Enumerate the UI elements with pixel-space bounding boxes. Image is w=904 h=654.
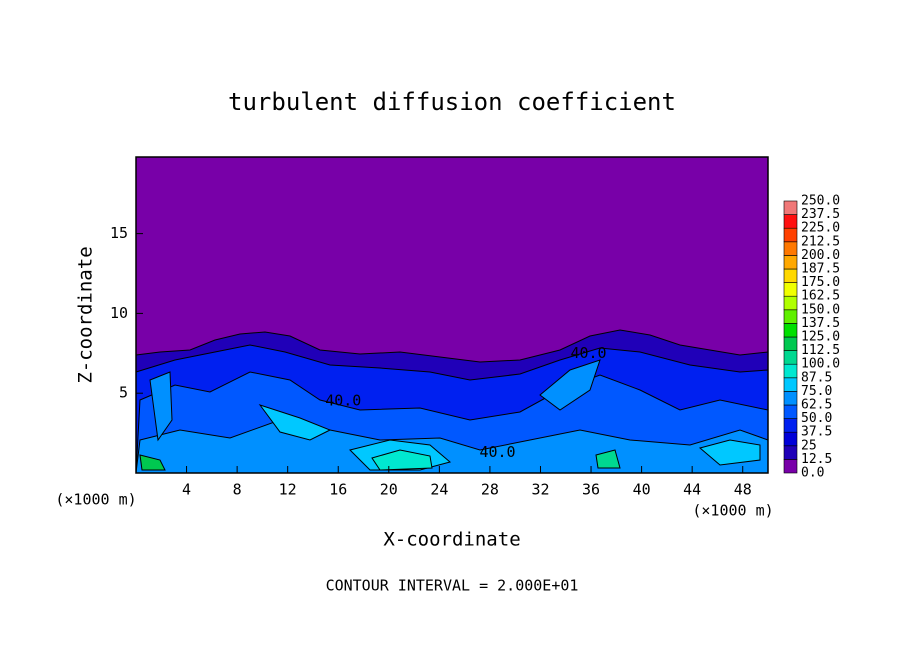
contour-label: 40.0	[325, 392, 361, 410]
colorbar-box	[783, 214, 798, 229]
colorbar-box	[783, 418, 798, 433]
x-tick-label: 36	[582, 481, 600, 499]
colorbar-label: 200.0	[801, 248, 840, 263]
field-region	[595, 449, 621, 469]
y-tick-label: 5	[119, 384, 128, 402]
colorbar-label: 150.0	[801, 302, 840, 317]
colorbar-label: 225.0	[801, 221, 840, 236]
colorbar-label: 112.5	[801, 343, 840, 358]
colorbar-box	[783, 295, 798, 311]
colorbar-box	[783, 227, 798, 243]
field-region	[371, 449, 433, 471]
colorbar-box	[783, 200, 798, 215]
x-unit-label: (×1000 m)	[692, 502, 773, 520]
x-tick-label: 12	[279, 481, 297, 499]
x-tick-label: 8	[233, 481, 242, 499]
colorbar-box	[783, 459, 798, 474]
colorbar-box	[783, 282, 798, 297]
colorbar-label: 75.0	[801, 384, 832, 399]
x-tick-label: 24	[430, 481, 448, 499]
colorbar-label: 87.5	[801, 370, 832, 385]
colorbar-label: 237.5	[801, 207, 840, 222]
colorbar-box	[783, 268, 798, 283]
colorbar-label: 125.0	[801, 330, 840, 345]
colorbar-box	[783, 404, 798, 419]
colorbar-box	[783, 431, 798, 447]
colorbar-label: 212.5	[801, 234, 840, 249]
colorbar-box	[783, 363, 798, 379]
contour-label: 40.0	[479, 443, 515, 461]
field-region	[149, 371, 173, 442]
colorbar-box	[783, 255, 798, 270]
field-region	[539, 359, 601, 411]
x-tick-label: 44	[683, 481, 701, 499]
colorbar-label: 50.0	[801, 411, 832, 426]
colorbar-box	[783, 323, 798, 338]
colorbar-label: 187.5	[801, 262, 840, 277]
colorbar-box	[783, 377, 798, 392]
x-tick-label: 48	[734, 481, 752, 499]
footer-note: CONTOUR INTERVAL = 2.000E+01	[326, 577, 579, 595]
colorbar-box	[783, 309, 798, 324]
field-region	[698, 439, 761, 466]
x-tick-label: 16	[329, 481, 347, 499]
colorbar-box	[783, 336, 798, 351]
x-tick-label: 40	[633, 481, 651, 499]
colorbar-label: 12.5	[801, 452, 832, 467]
x-tick-label: 28	[481, 481, 499, 499]
plot-frame	[135, 156, 769, 474]
colorbar-label: 62.5	[801, 398, 832, 413]
colorbar-box	[783, 445, 798, 460]
contour-label: 40.0	[570, 344, 606, 362]
colorbar-label: 137.5	[801, 316, 840, 331]
field-region	[139, 454, 166, 471]
x-tick-label: 20	[380, 481, 398, 499]
colorbar-label: 162.5	[801, 289, 840, 304]
field-region	[258, 404, 332, 441]
chart-title: turbulent diffusion coefficient	[228, 88, 676, 116]
colorbar-label: 175.0	[801, 275, 840, 290]
colorbar-box	[783, 350, 798, 365]
y-tick-label: 10	[110, 304, 128, 322]
colorbar-label: 100.0	[801, 357, 840, 372]
x-tick-label: 4	[182, 481, 191, 499]
y-axis-label: Z-coordinate	[75, 246, 97, 383]
colorbar-label: 0.0	[801, 466, 824, 481]
colorbar-label: 250.0	[801, 194, 840, 209]
colorbar-label: 37.5	[801, 425, 832, 440]
colorbar-box	[783, 391, 798, 406]
colorbar-box	[783, 241, 798, 256]
y-tick-label: 15	[110, 224, 128, 242]
x-tick-label: 32	[531, 481, 549, 499]
x-axis-label: X-coordinate	[383, 529, 520, 551]
y-unit-label: (×1000 m)	[55, 491, 136, 509]
contour-field	[135, 157, 769, 474]
colorbar-label: 25	[801, 438, 817, 453]
